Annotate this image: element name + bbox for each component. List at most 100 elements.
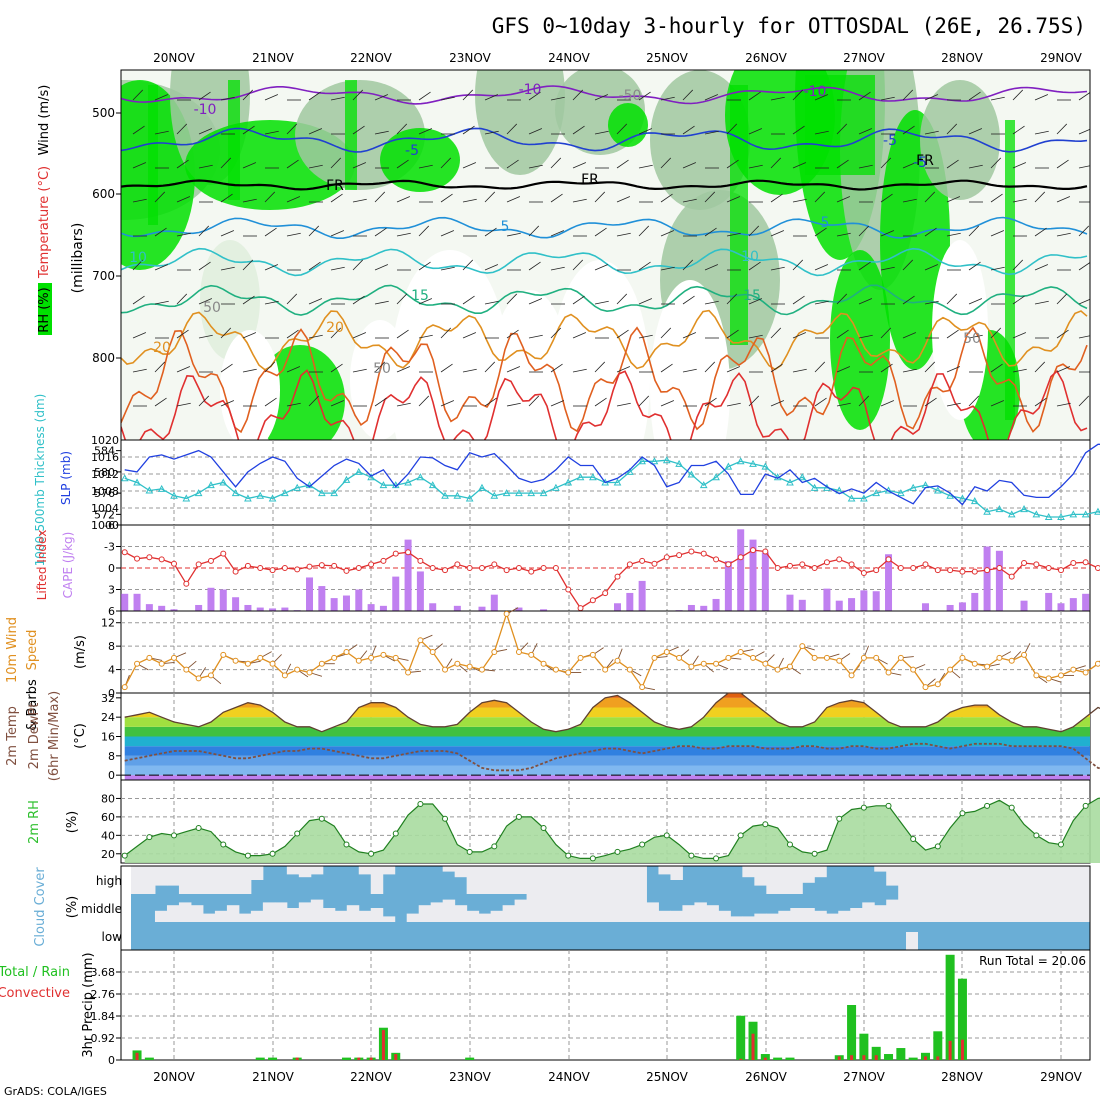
thickness-line-point — [946, 491, 954, 499]
wind-barb — [462, 368, 477, 373]
wind-barb — [550, 157, 562, 169]
wind-barb — [638, 128, 653, 135]
wind-barb — [682, 89, 694, 101]
thickness-line-point — [564, 478, 573, 486]
cloud-mid-clear — [1042, 894, 1055, 922]
wind-speed-line-point — [405, 669, 412, 676]
wind-barb — [176, 293, 188, 305]
wind-barb — [198, 164, 213, 169]
precip-conv-bar — [369, 1057, 373, 1060]
wind-speed-line-point — [651, 654, 658, 661]
date-tick-bottom: 26NOV — [745, 1070, 787, 1084]
wind-barb — [1056, 402, 1071, 407]
thickness-line-point — [428, 481, 437, 489]
wind-barb — [682, 125, 695, 135]
wind-speed-line-point — [306, 669, 313, 676]
wind-barb — [946, 196, 961, 203]
cloud-high-clear — [298, 866, 312, 878]
rh-point — [663, 832, 670, 839]
wind-barb — [660, 400, 675, 407]
cloud-high-clear — [454, 866, 468, 878]
wind-speed-line-point — [171, 654, 177, 661]
wind-barb — [484, 130, 499, 135]
thickness-line-point — [502, 489, 511, 497]
li-line-point — [380, 557, 387, 564]
date-tick-top: 28NOV — [941, 51, 983, 65]
wind-barb — [814, 264, 829, 271]
rh-shading — [920, 80, 1000, 200]
wind-barb — [242, 162, 257, 169]
wind10m-label3: & Barbs — [25, 679, 40, 731]
temp-band — [124, 755, 1090, 766]
wind-barb — [242, 368, 257, 373]
clear-region — [550, 260, 650, 440]
cape-bar — [921, 603, 929, 611]
wind-barb — [330, 327, 342, 339]
cloud-mid-clear — [514, 899, 528, 922]
li-line-point — [811, 565, 818, 571]
wind-barb — [506, 196, 521, 203]
li-line-point — [1033, 561, 1040, 568]
li-line-point — [207, 557, 214, 564]
cloud-high-clear — [226, 866, 240, 894]
wind-barb — [462, 198, 477, 203]
wind-barb — [572, 332, 587, 339]
thickness-line-point — [317, 489, 326, 497]
wind-speed-line-point — [885, 669, 892, 676]
wind-barb — [308, 334, 323, 339]
li-line-point — [737, 554, 744, 561]
thickness-line-point — [404, 478, 412, 486]
precip-total-bar — [255, 1057, 265, 1060]
cloud-mid-clear — [826, 913, 839, 922]
li-line-point — [836, 556, 843, 563]
wind-speed-line-point — [158, 660, 165, 667]
rh-streak — [148, 85, 158, 225]
rh-tick: 60 — [101, 811, 115, 824]
wind-barb — [990, 400, 1005, 407]
wind-barb — [902, 295, 915, 305]
wind-barb — [330, 230, 345, 237]
wind-speed-line-point — [713, 660, 720, 667]
precip-total-bar — [933, 1031, 943, 1060]
y-axis-labels: Wind (m/s) Temperature (°C) RH (%) (milliba… — [0, 85, 96, 1058]
cloud-mid-clear — [454, 905, 468, 922]
precip-conv-bar — [923, 1056, 927, 1060]
cloud-high-clear — [910, 866, 923, 894]
cloud-high-clear — [1066, 866, 1079, 894]
wind-barb — [1034, 191, 1046, 203]
wind-barb — [682, 162, 697, 169]
wind-barb — [968, 225, 980, 237]
wind-barb — [462, 332, 477, 339]
wind-barb — [132, 89, 144, 101]
thickness-line-point — [145, 486, 154, 494]
wind-barb — [770, 157, 782, 169]
isotherm-line — [121, 179, 1088, 191]
top-date-axis: 20NOV 21NOV 22NOV 23NOV 24NOV 25NOV 26NOV 27NOV… — [153, 51, 1082, 65]
cape-bar — [244, 604, 252, 611]
date-tick-bottom: 24NOV — [548, 1070, 590, 1084]
cloud-high-clear — [442, 866, 456, 872]
precip-conv-bar — [739, 1058, 743, 1060]
wind-barb — [308, 395, 320, 407]
wind-barb — [1012, 259, 1024, 271]
thickness-line-point — [157, 484, 166, 492]
wind-barb — [1056, 123, 1068, 135]
wind-barb — [1056, 159, 1069, 169]
cape-bar — [848, 598, 856, 611]
temp-band — [124, 746, 1090, 756]
wind-barb — [1034, 94, 1049, 101]
rh-point — [1082, 802, 1089, 809]
wind-barb — [198, 334, 213, 339]
wind-barb — [836, 232, 851, 237]
wind-barb — [484, 397, 497, 407]
wind-speed-line-point — [466, 663, 473, 670]
slp-line — [124, 443, 1100, 506]
wind-barb — [418, 395, 430, 407]
cloud-mid-clear — [862, 902, 875, 922]
date-tick-top: 24NOV — [548, 51, 590, 65]
rh-point — [959, 810, 966, 817]
cloud-high-clear — [994, 866, 1007, 894]
thickness-line-point — [120, 474, 129, 482]
wind-barb — [176, 159, 189, 169]
cloud-mid-clear — [538, 894, 552, 922]
